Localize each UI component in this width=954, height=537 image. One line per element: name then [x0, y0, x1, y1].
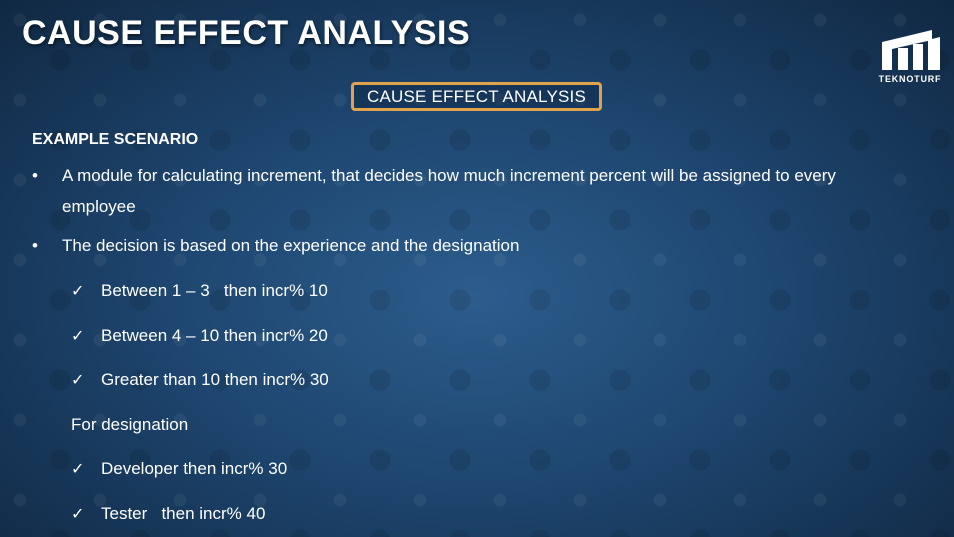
check-text: Developer then incr% 30: [101, 459, 288, 478]
check-icon: ✓: [71, 461, 85, 478]
check-item: ✓ Developer then incr% 30: [71, 459, 287, 479]
designation-label: For designation: [71, 415, 189, 434]
check-icon: ✓: [71, 328, 85, 345]
check-text: Tester then incr% 40: [101, 504, 266, 523]
bullet-item: • A module for calculating increment, th…: [32, 160, 892, 222]
slide-title: CAUSE EFFECT ANALYSIS: [22, 14, 471, 52]
boxed-heading: CAUSE EFFECT ANALYSIS: [351, 82, 602, 111]
check-text: Between 4 – 10 then incr% 20: [101, 326, 328, 345]
check-text: Greater than 10 then incr% 30: [101, 370, 329, 389]
check-item: ✓ Between 4 – 10 then incr% 20: [71, 326, 328, 346]
bullet-symbol: •: [32, 236, 38, 255]
check-icon: ✓: [71, 372, 85, 389]
check-item: ✓ Between 1 – 3 then incr% 10: [71, 281, 328, 301]
logo-text: TEKNOTURF: [878, 74, 942, 84]
check-icon: ✓: [71, 506, 85, 523]
check-text: Between 1 – 3 then incr% 10: [101, 281, 328, 300]
check-item: ✓ Tester then incr% 40: [71, 504, 265, 524]
bullet-item: • The decision is based on the experienc…: [32, 230, 892, 261]
bullet-symbol: •: [32, 166, 38, 185]
bullet-text: The decision is based on the experience …: [62, 236, 520, 255]
check-icon: ✓: [71, 283, 85, 300]
bullet-text: A module for calculating increment, that…: [62, 166, 836, 216]
teknoturf-logo-icon: [882, 30, 940, 70]
check-item: ✓ Greater than 10 then incr% 30: [71, 370, 329, 390]
section-heading: EXAMPLE SCENARIO: [32, 131, 199, 148]
